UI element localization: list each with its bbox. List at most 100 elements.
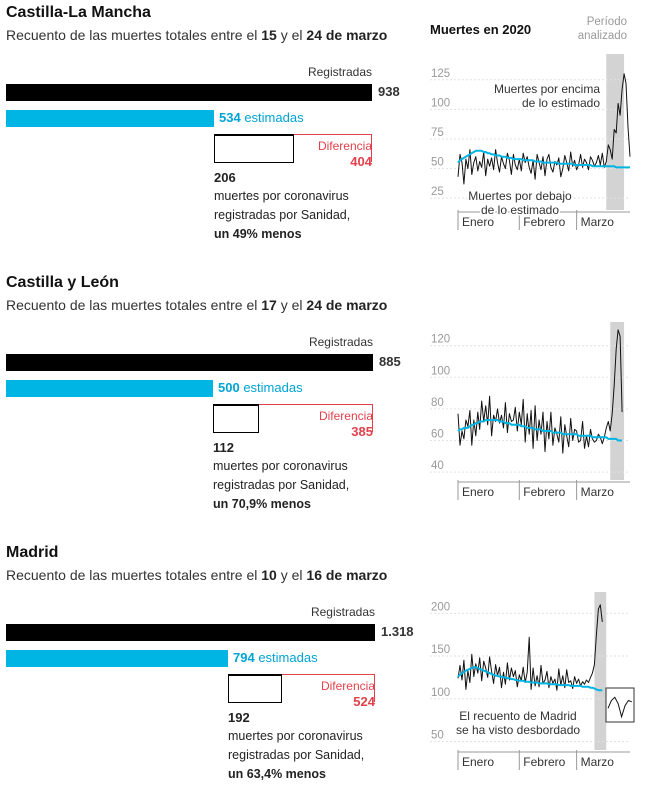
annotation-above: Muertes por encima xyxy=(494,82,600,96)
difference-bracket xyxy=(228,674,375,702)
subtitle-date-end: 16 de marzo xyxy=(306,567,388,583)
subtitle-date-start: 10 xyxy=(261,567,277,583)
y-tick-label: 150 xyxy=(431,644,450,656)
estimated-value: 500 estimadas xyxy=(218,380,303,395)
covid-percent-less: un 70,9% menos xyxy=(213,497,311,511)
month-label: Marzo xyxy=(581,485,615,499)
covid-text-line2: registradas por Sanidad, xyxy=(228,748,365,762)
registered-bar xyxy=(6,84,372,101)
estimated-number: 500 xyxy=(218,380,240,395)
covid-text-line2: registradas por Sanidad, xyxy=(213,478,350,492)
annotation-overflow: se ha visto desbordado xyxy=(456,723,580,737)
subtitle-prefix: Recuento de las muertes totales entre el xyxy=(6,297,258,313)
annotation-overflow: El recuento de Madrid xyxy=(459,709,576,723)
month-label: Enero xyxy=(462,485,494,499)
covid-text-line1: muertes por coronavirus xyxy=(214,189,349,203)
overflow-inset-box xyxy=(605,687,635,723)
period-band xyxy=(594,592,607,750)
covid-deaths-bar xyxy=(213,404,259,433)
difference-value: 524 xyxy=(353,694,375,709)
region-panel: Madrid Recuento de las muertes totales en… xyxy=(0,540,647,802)
estimated-bar xyxy=(6,650,228,667)
annotation-above: de lo estimado xyxy=(522,96,600,110)
y-tick-label: 60 xyxy=(431,429,444,441)
covid-percent-less: un 63,4% menos xyxy=(228,767,326,781)
deaths-line-chart: 25 50 75 100 125 Enero Febrero Marzo Muertes en … xyxy=(430,16,631,230)
covid-deaths-bar xyxy=(228,674,282,703)
registered-line xyxy=(457,73,631,185)
difference-value: 404 xyxy=(350,154,372,169)
month-label: Febrero xyxy=(523,485,565,499)
subtitle-prefix: Recuento de las muertes totales entre el xyxy=(6,27,258,43)
registered-value: 938 xyxy=(378,84,400,99)
region-title: Madrid xyxy=(6,544,59,561)
estimated-value: 534 estimadas xyxy=(219,110,304,125)
subtitle-date-start: 15 xyxy=(261,27,277,43)
annotation-below: Muertes por debajo xyxy=(468,189,572,203)
covid-percent-less: un 49% menos xyxy=(214,227,302,241)
deaths-line-chart: 40 60 80 100 120 Enero Febrero Marzo xyxy=(430,322,630,500)
subtitle-mid: y el xyxy=(280,27,303,43)
region-subtitle: Recuento de las muertes totales entre el… xyxy=(6,297,387,313)
registered-value: 1.318 xyxy=(381,624,414,639)
covid-text-line2: registradas por Sanidad, xyxy=(214,208,351,222)
y-tick-label: 25 xyxy=(431,186,444,198)
difference-bracket xyxy=(213,404,373,432)
registered-line xyxy=(457,329,623,454)
subtitle-mid: y el xyxy=(280,567,303,583)
y-tick-label: 100 xyxy=(431,365,450,377)
difference-label: Diferencia xyxy=(318,409,373,423)
registered-line xyxy=(457,604,603,691)
registered-label: Registradas xyxy=(310,605,375,619)
region-title: Castilla y León xyxy=(6,274,119,291)
difference-label: Diferencia xyxy=(320,679,375,693)
overflow-inset-line xyxy=(607,696,632,719)
subtitle-mid: y el xyxy=(280,297,303,313)
covid-deaths-text: 192 muertes por coronavirus registradas po… xyxy=(228,708,364,784)
period-label: analizado xyxy=(578,30,627,42)
subtitle-date-end: 24 de marzo xyxy=(306,297,388,313)
estimated-number: 534 xyxy=(219,110,241,125)
estimated-suffix: estimadas xyxy=(244,110,304,125)
y-tick-label: 40 xyxy=(431,460,444,472)
covid-text-line1: muertes por coronavirus xyxy=(228,729,363,743)
registered-value: 885 xyxy=(379,354,401,369)
covid-deaths-text: 112 muertes por coronavirus registradas po… xyxy=(213,438,349,514)
covid-deaths-number: 192 xyxy=(228,710,250,725)
estimated-number: 794 xyxy=(233,650,255,665)
registered-label: Registradas xyxy=(307,65,372,79)
y-tick-label: 120 xyxy=(431,334,450,346)
covid-deaths-text: 206 muertes por coronavirus registradas po… xyxy=(214,168,350,244)
y-tick-label: 100 xyxy=(431,97,450,109)
y-tick-label: 75 xyxy=(431,127,444,139)
period-label: Período xyxy=(587,16,627,28)
estimated-value: 794 estimadas xyxy=(233,650,318,665)
estimated-line xyxy=(457,149,630,169)
month-label: Marzo xyxy=(581,215,615,229)
estimated-bar xyxy=(6,380,213,397)
region-panel: Castilla-La Mancha Recuento de las muerte… xyxy=(0,0,647,262)
y-tick-label: 50 xyxy=(431,157,444,169)
month-label: Febrero xyxy=(523,215,565,229)
difference-label: Diferencia xyxy=(317,139,372,153)
annotation-below: de lo estimado xyxy=(481,203,559,217)
y-tick-label: 200 xyxy=(431,601,450,613)
covid-text-line1: muertes por coronavirus xyxy=(213,459,348,473)
covid-deaths-number: 112 xyxy=(213,440,234,455)
estimated-bar xyxy=(6,110,214,127)
month-label: Marzo xyxy=(581,755,615,769)
y-tick-label: 80 xyxy=(431,397,444,409)
month-label: Febrero xyxy=(523,755,565,769)
region-panel: Castilla y León Recuento de las muertes t… xyxy=(0,270,647,532)
y-tick-label: 50 xyxy=(431,729,444,741)
region-subtitle: Recuento de las muertes totales entre el… xyxy=(6,27,387,43)
y-tick-label: 125 xyxy=(431,68,450,80)
region-title: Castilla-La Mancha xyxy=(6,4,151,21)
estimated-line xyxy=(457,419,623,442)
subtitle-date-end: 24 de marzo xyxy=(306,27,388,43)
registered-bar xyxy=(6,354,373,371)
estimated-suffix: estimadas xyxy=(243,380,303,395)
registered-label: Registradas xyxy=(308,335,373,349)
subtitle-date-start: 17 xyxy=(261,297,277,313)
covid-deaths-bar xyxy=(214,134,294,163)
